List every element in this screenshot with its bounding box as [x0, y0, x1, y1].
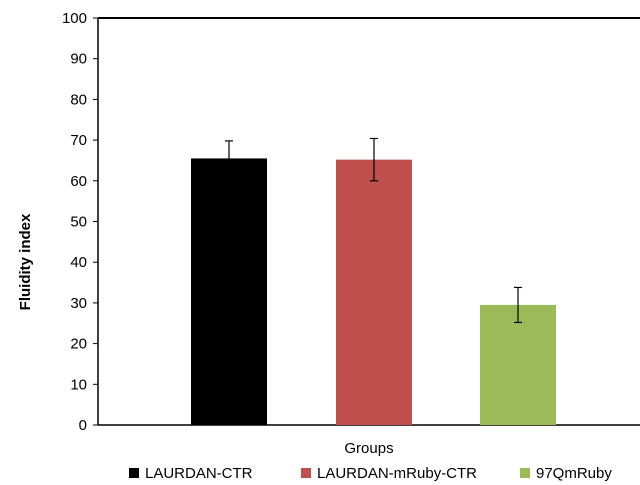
- y-axis: 0 10 20 30 40 50 60 70 80 90 100: [62, 10, 99, 434]
- y-axis-title: Fluidity index: [17, 213, 34, 310]
- y-tick-label: 30: [70, 295, 87, 312]
- bar-laurdan-mruby-ctr: [336, 159, 412, 426]
- bars: [191, 158, 556, 426]
- y-tick-label: 0: [79, 417, 87, 434]
- legend-swatch-laurdan-ctr: [129, 468, 139, 478]
- y-tick-label: 10: [70, 376, 87, 393]
- legend-label-laurdan-ctr: LAURDAN-CTR: [145, 465, 253, 482]
- legend-swatch-97qmruby: [520, 468, 530, 478]
- y-tick-label: 100: [62, 10, 87, 27]
- legend-swatch-laurdan-mruby-ctr: [301, 468, 311, 478]
- legend-label-laurdan-mruby-ctr: LAURDAN-mRuby-CTR: [317, 465, 477, 482]
- y-tick-label: 80: [70, 91, 87, 108]
- y-tick-label: 40: [70, 254, 87, 271]
- bar-97qmruby: [480, 304, 556, 425]
- error-bars: [225, 137, 522, 324]
- bar-laurdan-ctr: [191, 158, 267, 426]
- x-axis-title: Groups: [344, 440, 393, 457]
- y-tick-label: 90: [70, 51, 87, 68]
- y-tick-label: 50: [70, 214, 87, 231]
- legend-label-97qmruby: 97QmRuby: [536, 465, 612, 482]
- y-tick-label: 60: [70, 173, 87, 190]
- y-tick-label: 20: [70, 336, 87, 353]
- y-tick-label: 70: [70, 132, 87, 149]
- legend: LAURDAN-CTR LAURDAN-mRuby-CTR 97QmRuby: [129, 465, 612, 482]
